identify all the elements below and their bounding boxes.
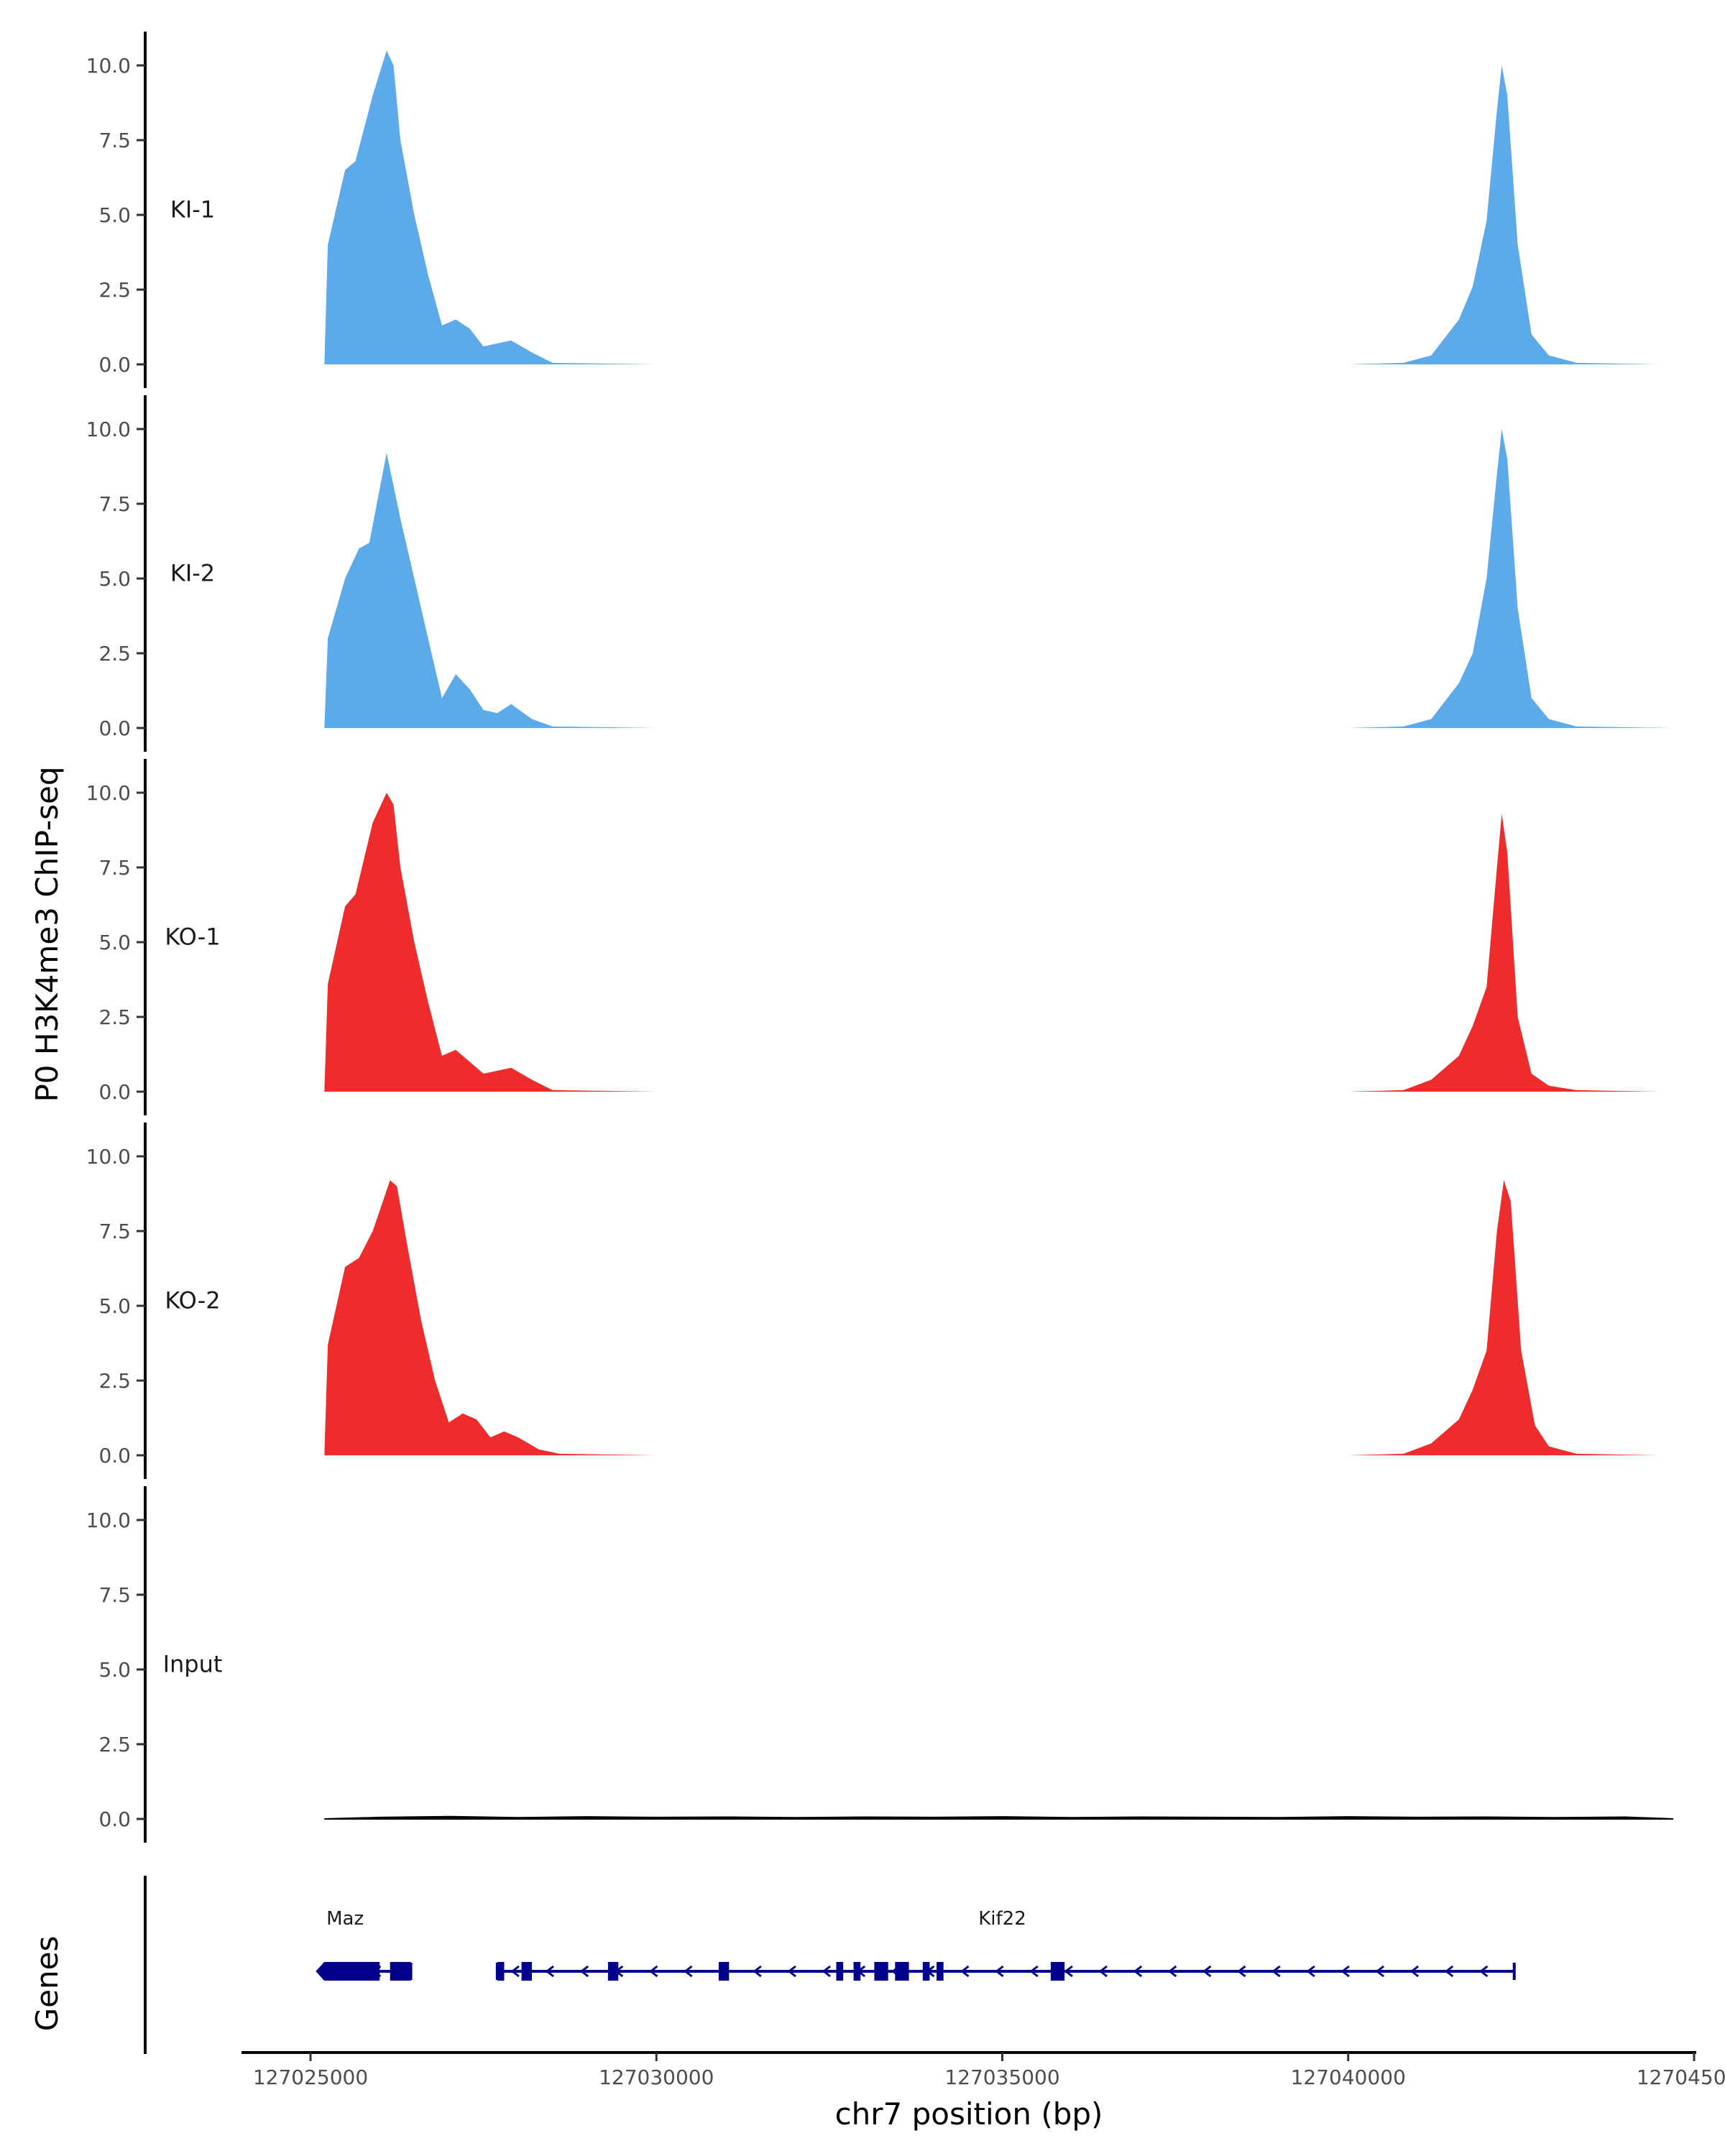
y-tick-label: 5.0 — [98, 1294, 131, 1318]
strand-arrow — [684, 1965, 693, 1978]
signal-area — [324, 50, 1660, 364]
strand-arrow — [1237, 1965, 1246, 1978]
y-tick-label: 2.5 — [98, 278, 131, 302]
y-tick-label: 2.5 — [98, 1733, 131, 1756]
y-tick-label: 10.0 — [86, 781, 131, 805]
y-tick-label: 5.0 — [98, 203, 131, 227]
exon — [718, 1962, 730, 1981]
strand-arrow — [1478, 1965, 1489, 1978]
strand-arrow — [960, 1965, 970, 1978]
strand-arrow — [510, 1965, 520, 1978]
gene-maz: Maz — [316, 1908, 413, 1981]
x-tick-label: 127030000 — [599, 2065, 714, 2089]
x-axis-title: chr7 position (bp) — [835, 2096, 1103, 2132]
tracks: 0.0 2.5 5.0 7.5 10.0 KI-1 0.0 2.5 5.0 7.5 10.0 KI-2… — [86, 32, 1674, 1843]
track-label: KI-1 — [170, 196, 215, 224]
strand-arrow — [822, 1965, 831, 1978]
y-tick-label: 2.5 — [98, 1369, 131, 1393]
signal-area — [324, 429, 1674, 728]
track-label: Input — [163, 1651, 223, 1678]
track-input: 0.0 2.5 5.0 7.5 10.0 Input — [86, 1486, 1674, 1843]
strand-arrow — [648, 1965, 658, 1978]
strand-arrow — [1167, 1965, 1177, 1978]
exon — [607, 1962, 619, 1981]
strand-arrow — [1444, 1965, 1454, 1978]
y-tick-label: 7.5 — [98, 129, 131, 152]
track-label: KI-2 — [170, 560, 215, 587]
strand-arrow — [1133, 1965, 1143, 1978]
x-axis-ticks: 127025000 127030000 127035000 127040000 1270… — [253, 2053, 1725, 2089]
gene-kif22: Kif22 — [495, 1908, 1516, 1981]
gene-label: Maz — [326, 1908, 364, 1930]
y-tick-label: 0.0 — [98, 717, 131, 740]
strand-arrow — [1202, 1965, 1212, 1978]
y-tick-label: 10.0 — [86, 418, 131, 441]
y-tick-label: 5.0 — [98, 931, 131, 954]
exon — [874, 1962, 888, 1981]
exon — [324, 1962, 380, 1981]
strand-arrow — [579, 1965, 589, 1978]
track-ko-2: 0.0 2.5 5.0 7.5 10.0 KO-2 — [86, 1123, 1660, 1479]
y-tick-label: 0.0 — [98, 353, 131, 377]
y-tick-label: 0.0 — [98, 1807, 131, 1831]
exon — [853, 1962, 861, 1981]
y-tick-label: 0.0 — [98, 1444, 131, 1468]
strand-arrow — [753, 1965, 762, 1978]
exon — [497, 1962, 505, 1981]
exon — [895, 1962, 909, 1981]
strand-arrow — [1029, 1965, 1039, 1978]
x-tick-label: 127045000 — [1637, 2065, 1725, 2089]
y-tick-label: 10.0 — [86, 54, 131, 78]
strand-arrow — [1409, 1965, 1420, 1978]
y-tick-label: 7.5 — [98, 856, 131, 880]
signal-area — [324, 1815, 1674, 1820]
exon — [836, 1962, 844, 1981]
strand-tip — [316, 1962, 325, 1981]
y-axis-title: P0 H3K4me3 ChIP-seq — [29, 766, 65, 1102]
y-tick-label: 5.0 — [98, 1658, 131, 1682]
exon — [390, 1962, 411, 1981]
strand-arrow — [1271, 1965, 1281, 1978]
gene-panel: Maz Kif22 — [144, 1876, 1516, 2054]
y-tick-label: 0.0 — [98, 1080, 131, 1104]
track-ko-1: 0.0 2.5 5.0 7.5 10.0 KO-1 — [86, 759, 1660, 1115]
y-tick-label: 10.0 — [86, 1145, 131, 1169]
strand-arrow — [787, 1965, 796, 1978]
signal-area — [324, 793, 1660, 1092]
y-tick-label: 7.5 — [98, 1220, 131, 1243]
exon — [521, 1962, 532, 1981]
exon — [922, 1962, 930, 1981]
strand-arrow — [545, 1965, 554, 1978]
track-ki-1: 0.0 2.5 5.0 7.5 10.0 KI-1 — [86, 32, 1660, 388]
strand-arrow — [1375, 1965, 1384, 1978]
strand-arrow — [1098, 1965, 1108, 1978]
y-tick-label: 2.5 — [98, 642, 131, 665]
y-tick-label: 2.5 — [98, 1005, 131, 1029]
track-label: KO-1 — [165, 923, 220, 951]
x-tick-label: 127040000 — [1291, 2065, 1406, 2089]
track-ki-2: 0.0 2.5 5.0 7.5 10.0 KI-2 — [86, 395, 1674, 752]
strand-arrow — [1340, 1965, 1350, 1978]
y-tick-label: 5.0 — [98, 567, 131, 591]
strand-arrow — [1064, 1965, 1073, 1978]
x-tick-label: 127025000 — [253, 2065, 368, 2089]
strand-arrow — [1306, 1965, 1315, 1978]
strand-arrow — [995, 1965, 1004, 1978]
y-tick-label: 7.5 — [98, 492, 131, 516]
gene-label: Kif22 — [978, 1908, 1026, 1930]
x-tick-label: 127035000 — [944, 2065, 1059, 2089]
y-tick-label: 7.5 — [98, 1583, 131, 1607]
exon — [1050, 1962, 1065, 1981]
signal-area — [324, 1180, 1660, 1455]
y-tick-label: 10.0 — [86, 1508, 131, 1532]
exon — [937, 1962, 944, 1981]
track-label: KO-2 — [165, 1287, 220, 1314]
genes-panel-title: Genes — [29, 1936, 65, 2032]
